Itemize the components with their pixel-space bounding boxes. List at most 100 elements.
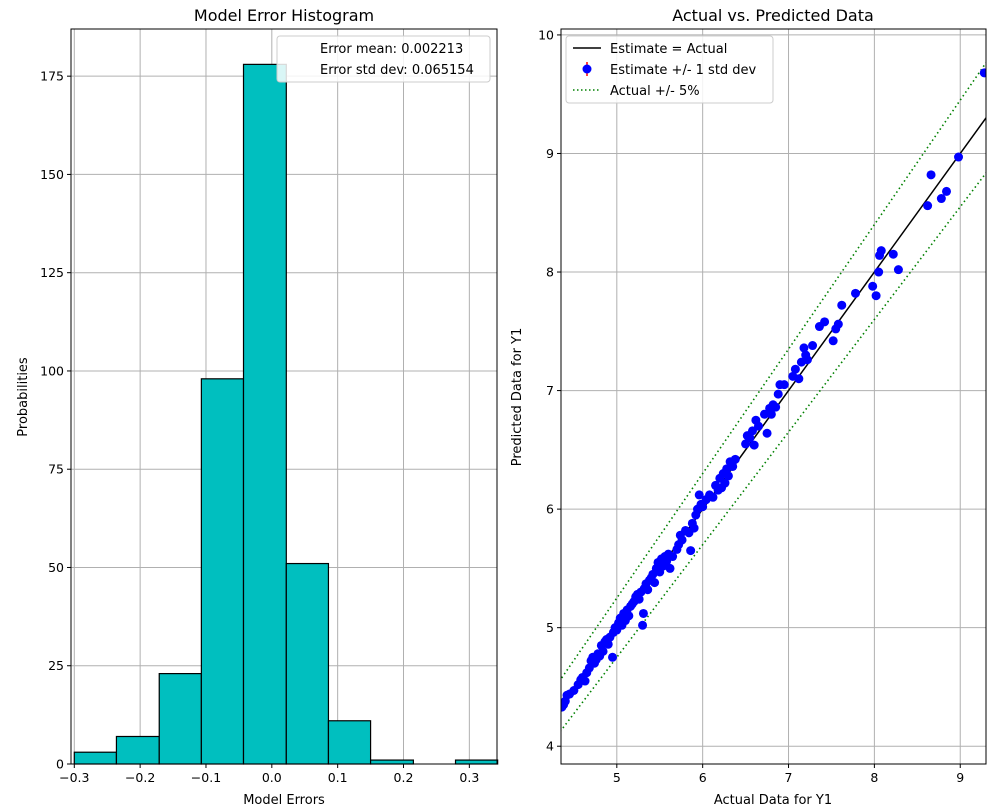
scatter-point	[766, 409, 776, 419]
scatter-point	[868, 281, 878, 291]
scatter-point	[871, 291, 881, 301]
histogram-xtick-label: −0.3	[59, 770, 89, 785]
scatter-point	[808, 341, 818, 351]
histogram-xtick-label: 0.3	[459, 770, 479, 785]
scatter-point	[753, 421, 763, 431]
scatter-ticks: 5 6 7 8 9 4 5 6 7 8 9 10	[538, 27, 964, 785]
scatter-grid	[561, 29, 986, 764]
histogram-ytick-label: 125	[40, 265, 64, 280]
scatter-point	[694, 490, 704, 500]
scatter-point	[603, 639, 613, 649]
histogram-ytick-label: 100	[40, 363, 64, 378]
scatter-point	[923, 201, 933, 211]
scatter-point	[745, 433, 755, 443]
histogram-bar	[73, 751, 118, 765]
scatter-point	[650, 578, 660, 588]
scatter-legend-band: Actual +/- 5%	[610, 84, 700, 99]
scatter-ytick-label: 4	[546, 739, 554, 754]
scatter-ytick-label: 10	[538, 27, 554, 42]
scatter-point	[942, 186, 952, 196]
scatter-point	[820, 317, 830, 327]
histogram-ytick-label: 150	[40, 167, 64, 182]
scatter-point	[779, 380, 789, 390]
scatter-point	[720, 478, 730, 488]
histogram-title: Model Error Histogram	[194, 6, 374, 25]
scatter-ylabel: Predicted Data for Y1	[510, 328, 525, 467]
scatter-point	[893, 265, 903, 275]
scatter-legend-box	[565, 35, 774, 104]
histogram-ytick-label: 0	[56, 757, 64, 772]
scatter-point	[638, 608, 648, 618]
scatter-band-line	[561, 171, 986, 732]
scatter-points	[561, 68, 986, 712]
scatter-point	[762, 428, 772, 438]
histogram-bar	[285, 562, 330, 765]
scatter-point	[773, 389, 783, 399]
scatter-point	[771, 402, 781, 412]
scatter-point	[665, 563, 675, 573]
scatter-legend-points: Estimate +/- 1 std dev	[610, 63, 757, 78]
scatter-point	[634, 594, 644, 604]
scatter-xtick-label: 5	[613, 770, 621, 785]
scatter-point	[954, 152, 964, 162]
scatter-point	[608, 652, 618, 662]
scatter-point	[730, 454, 740, 464]
scatter-point	[874, 267, 884, 277]
scatter-point	[749, 440, 759, 450]
scatter-point	[698, 502, 708, 512]
scatter-point	[662, 556, 672, 566]
scatter-point	[833, 319, 843, 329]
histogram-ylabel: Probabilities	[16, 357, 31, 437]
scatter-ytick-label: 6	[546, 502, 554, 517]
histogram-xtick-label: 0.0	[262, 770, 282, 785]
scatter-xtick-label: 7	[785, 770, 793, 785]
scatter-point	[689, 523, 699, 533]
histogram-legend-mean: Error mean: 0.002213	[320, 42, 463, 57]
histogram-bar	[200, 378, 245, 765]
scatter-point	[790, 364, 800, 374]
scatter-point	[926, 170, 936, 180]
histogram-ticks: −0.3 −0.2 −0.1 0.0 0.1 0.2 0.3 0 25 50 75 100 125 150…	[40, 69, 479, 785]
histogram-bar	[454, 759, 499, 765]
scatter-point	[686, 546, 696, 556]
scatter-point	[828, 336, 838, 346]
scatter-point	[850, 288, 860, 298]
histogram-ytick-label: 175	[40, 69, 64, 84]
legend-point-swatch	[582, 64, 592, 74]
scatter-point	[728, 461, 738, 471]
scatter-legend-line: Estimate = Actual	[610, 42, 727, 57]
scatter-legend: Estimate = Actual Estimate +/- 1 std dev…	[565, 35, 774, 104]
scatter-axes-frame	[560, 28, 987, 765]
histogram-xtick-label: −0.2	[125, 770, 155, 785]
scatter-point	[794, 374, 804, 384]
scatter-xtick-label: 8	[870, 770, 878, 785]
scatter-point	[677, 535, 687, 545]
histogram-xlabel: Model Errors	[243, 793, 325, 808]
scatter-point	[802, 355, 812, 365]
scatter-point	[638, 620, 648, 630]
scatter-point	[876, 246, 886, 256]
histogram-bar	[327, 720, 372, 765]
histogram-xtick-label: −0.1	[191, 770, 221, 785]
histogram-ytick-label: 25	[48, 658, 64, 673]
scatter-point	[759, 409, 769, 419]
scatter-point	[598, 646, 608, 656]
histogram-axes-frame	[70, 28, 498, 765]
histogram-ytick-label: 50	[48, 560, 64, 575]
histogram-panel: −0.3 −0.2 −0.1 0.0 0.1 0.2 0.3 0 25 50 75 100 125 150…	[16, 6, 499, 808]
scatter-xtick-label: 9	[956, 770, 964, 785]
histogram-bar	[369, 759, 414, 765]
scatter-ytick-label: 8	[546, 265, 554, 280]
histogram-legend-std: Error std dev: 0.065154	[320, 63, 474, 78]
scatter-xtick-label: 6	[699, 770, 707, 785]
histogram-bar	[242, 63, 287, 765]
histogram-ytick-label: 75	[48, 462, 64, 477]
scatter-point	[888, 249, 898, 259]
histogram-bar	[115, 735, 160, 765]
scatter-point	[668, 552, 678, 562]
scatter-point	[580, 676, 590, 686]
scatter-title: Actual vs. Predicted Data	[672, 6, 874, 25]
